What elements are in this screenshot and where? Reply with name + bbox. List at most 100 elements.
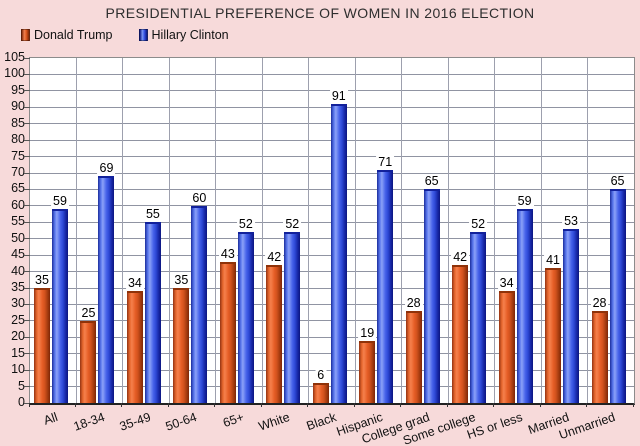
legend: Donald Trump Hillary Clinton xyxy=(21,28,229,42)
bar-clinton-65- xyxy=(237,232,254,403)
bar-value-label: 91 xyxy=(329,89,348,103)
bar-clinton-35-49 xyxy=(144,222,161,403)
y-tick-mark xyxy=(24,336,30,338)
bar-trump-black xyxy=(312,383,329,403)
y-tick-label: 55 xyxy=(11,214,25,229)
bar-value-label: 53 xyxy=(562,213,581,228)
y-tick-mark xyxy=(24,287,30,289)
v-gridline xyxy=(354,58,356,403)
y-tick-mark xyxy=(24,386,30,388)
bar-value-label: 35 xyxy=(33,273,51,287)
y-tick-mark xyxy=(24,221,30,223)
y-tick-label: 60 xyxy=(11,197,25,212)
v-gridline xyxy=(168,58,170,403)
bar-trump-35-49 xyxy=(126,291,143,403)
bar-clinton-some-college xyxy=(470,232,487,403)
bar-value-label: 28 xyxy=(404,296,423,310)
x-tick-mark xyxy=(307,403,309,407)
v-gridline xyxy=(401,58,403,403)
y-tick-label: 90 xyxy=(11,99,25,114)
x-tick-mark xyxy=(260,403,262,407)
bar-clinton-hs-or-less xyxy=(516,209,533,403)
x-tick-mark xyxy=(632,403,634,407)
bar-trump-unmarried xyxy=(591,311,608,403)
x-tick-mark xyxy=(353,403,355,407)
chart-title: PRESIDENTIAL PREFERENCE OF WOMEN IN 2016… xyxy=(105,5,535,21)
v-gridline xyxy=(75,58,77,403)
legend-label-trump: Donald Trump xyxy=(34,28,113,42)
y-tick-label: 30 xyxy=(11,296,25,311)
v-gridline xyxy=(540,58,542,403)
x-axis: All 18-34 35-49 50-64 65+ White Black Hispanic C… xyxy=(28,403,634,446)
y-tick-mark xyxy=(24,123,30,125)
bar-trump-all xyxy=(34,288,50,403)
x-category-label-all: All xyxy=(41,410,60,428)
bar-trump-hispanic xyxy=(359,340,376,403)
y-tick-label: 75 xyxy=(11,148,25,163)
bar-trump-married xyxy=(545,268,562,403)
bar-value-label: 28 xyxy=(590,296,609,310)
bar-trump-65- xyxy=(219,261,236,403)
bar-clinton-white xyxy=(284,232,301,403)
x-tick-mark xyxy=(586,403,588,407)
plot-area: 35 25 34 35 43 42 6 19 28 42 34 41 28 59 69 55 60 52 52 91 7… xyxy=(24,57,635,405)
bar-clinton-hispanic xyxy=(377,169,394,403)
bar-trump-college-grad xyxy=(405,311,422,403)
bar-value-label: 65 xyxy=(422,174,441,189)
y-tick-label: 15 xyxy=(11,345,25,360)
legend-item-clinton: Hillary Clinton xyxy=(138,28,229,42)
y-tick-mark xyxy=(24,369,30,371)
y-tick-mark xyxy=(24,139,30,141)
bar-trump-hs-or-less xyxy=(498,291,515,403)
v-gridline xyxy=(122,58,124,403)
y-tick-mark xyxy=(24,238,30,240)
x-category-label-black: Black xyxy=(304,410,339,434)
y-tick-mark xyxy=(24,90,30,92)
v-gridline xyxy=(261,58,263,403)
y-tick-label: 35 xyxy=(11,280,25,294)
bar-value-label: 42 xyxy=(265,250,284,264)
y-tick-mark xyxy=(24,73,30,75)
bar-value-label: 25 xyxy=(79,305,98,320)
y-tick-mark xyxy=(24,172,30,174)
y-tick-label: 0 xyxy=(18,395,25,409)
x-tick-mark xyxy=(167,403,169,407)
y-tick-mark xyxy=(24,271,30,273)
y-tick-mark xyxy=(24,188,30,190)
y-tick-label: 25 xyxy=(11,312,25,327)
y-tick-label: 20 xyxy=(11,329,25,344)
bar-value-label: 52 xyxy=(236,217,255,232)
bar-clinton-50-64 xyxy=(191,205,208,403)
bar-value-label: 43 xyxy=(218,246,237,261)
v-gridline xyxy=(308,58,310,403)
y-tick-label: 50 xyxy=(11,230,25,245)
bar-clinton-18-34 xyxy=(98,176,115,403)
bar-trump-white xyxy=(266,265,283,403)
y-tick-label: 80 xyxy=(11,132,25,147)
x-category-label-35-49: 35-49 xyxy=(117,410,153,434)
y-tick-label: 70 xyxy=(11,165,25,179)
x-tick-mark xyxy=(74,403,76,407)
bar-value-label: 71 xyxy=(376,154,395,169)
y-tick-mark xyxy=(24,254,30,256)
bar-value-label: 69 xyxy=(97,161,116,176)
x-tick-mark xyxy=(400,403,402,407)
x-tick-mark xyxy=(493,403,495,407)
y-tick-label: 5 xyxy=(18,378,25,393)
bar-trump-50-64 xyxy=(173,288,190,403)
y-tick-label: 40 xyxy=(11,263,25,278)
bar-value-label: 65 xyxy=(608,174,627,189)
bar-clinton-black xyxy=(330,104,347,403)
y-tick-label: 95 xyxy=(11,82,25,97)
v-gridline xyxy=(215,58,217,403)
bar-value-label: 52 xyxy=(469,217,488,232)
bar-value-label: 34 xyxy=(497,276,516,291)
bar-value-label: 52 xyxy=(283,217,302,232)
h-gridline xyxy=(30,73,634,75)
y-tick-mark xyxy=(24,402,30,404)
x-tick-mark xyxy=(214,403,216,407)
legend-item-trump: Donald Trump xyxy=(21,28,113,42)
bar-clinton-all xyxy=(52,209,68,403)
x-tick-mark xyxy=(446,403,448,407)
